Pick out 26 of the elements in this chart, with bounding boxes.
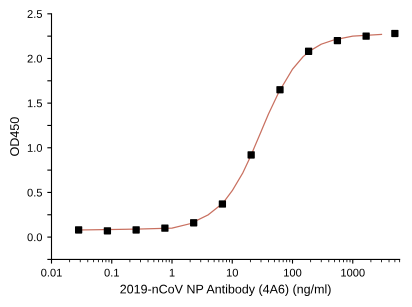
y-tick-label: 0.0 <box>27 233 42 242</box>
point <box>391 30 399 38</box>
y-tick-label: 2.5 <box>28 10 42 18</box>
point <box>74 226 82 234</box>
x-tick-label: 1000 <box>341 268 365 277</box>
point <box>218 200 226 208</box>
point <box>304 48 312 55</box>
y-axis-title: OD450 <box>10 117 19 156</box>
point <box>104 227 112 234</box>
point <box>190 219 198 226</box>
x-tick-label: 1 <box>170 268 175 276</box>
y-tick-label: 2.0 <box>28 54 42 63</box>
x-axis-title: 2019-nCoV NP Antibody (4A6) (ng/ml) <box>120 284 331 296</box>
y-tick-label: 1.5 <box>28 100 42 108</box>
point <box>132 226 140 234</box>
x-tick-label: 0.01 <box>41 268 62 277</box>
y-tick-label: 0.5 <box>27 188 42 197</box>
point <box>248 151 255 159</box>
x-tick-label: 100 <box>284 268 302 277</box>
point <box>362 32 370 40</box>
point <box>161 224 169 232</box>
y-tick-label: 1.0 <box>28 144 42 152</box>
point <box>276 86 284 94</box>
x-tick-label: 10 <box>226 268 238 277</box>
point <box>334 36 342 44</box>
x-tick-label: 0.1 <box>104 268 119 277</box>
